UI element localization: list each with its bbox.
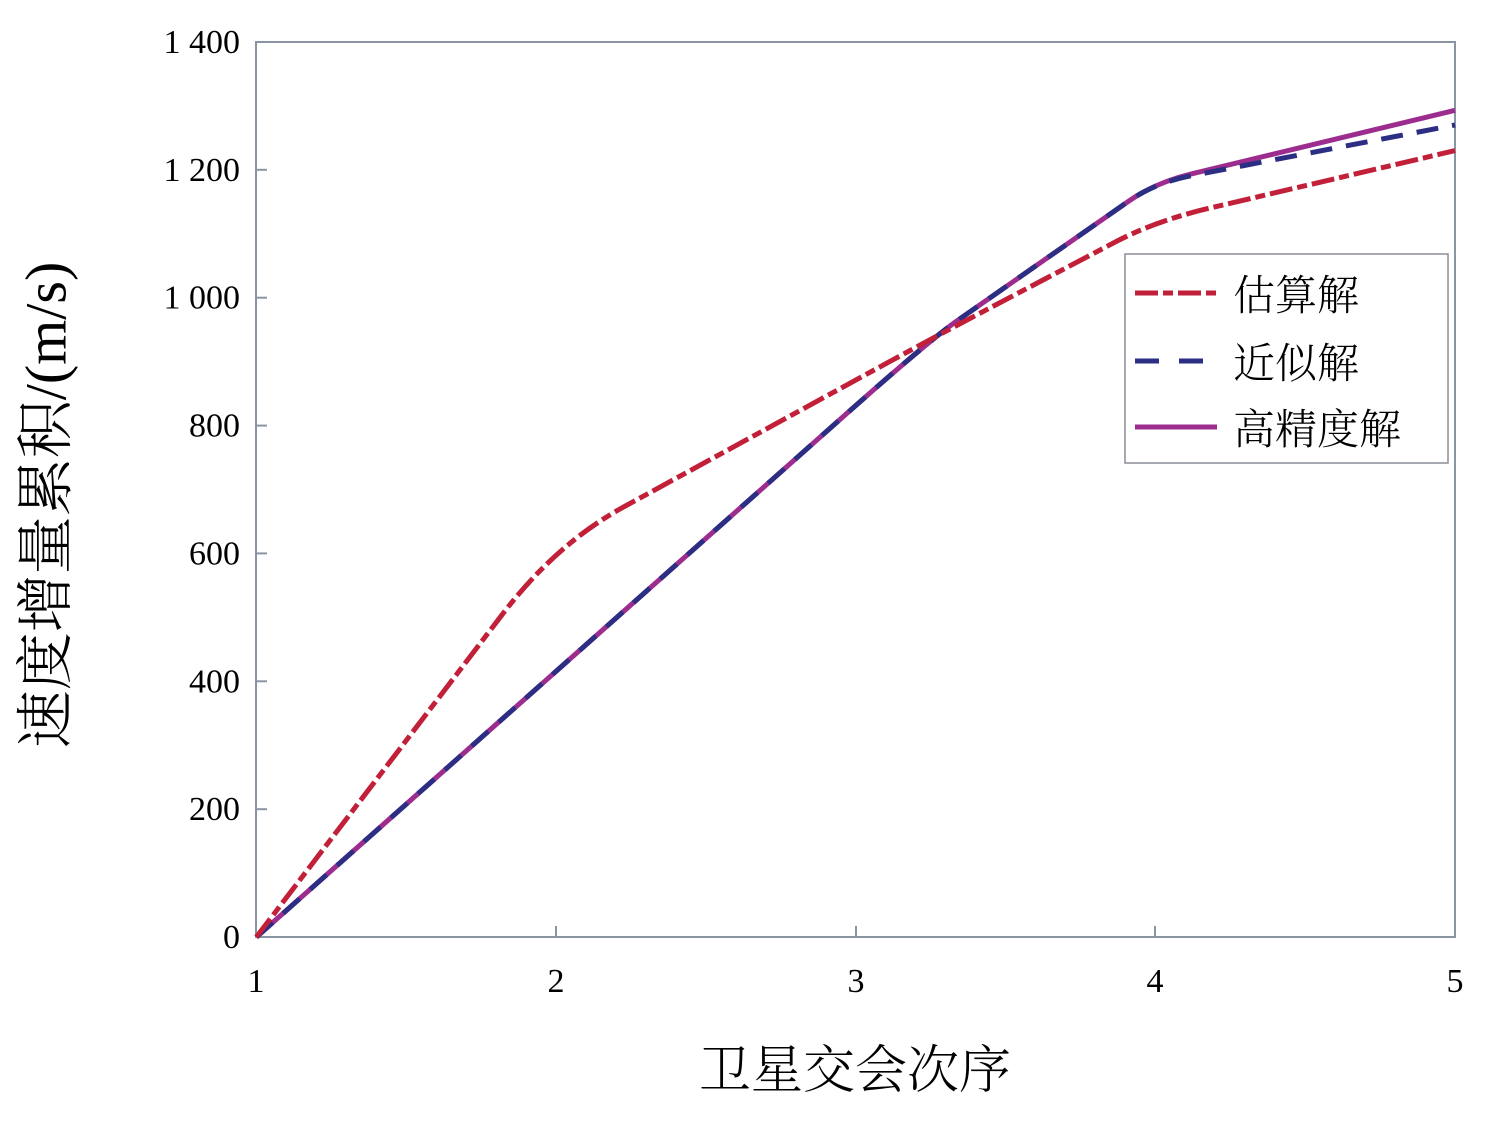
svg-text:400: 400 [189,663,240,700]
svg-text:1: 1 [248,963,265,1000]
svg-text:高精度解: 高精度解 [1233,407,1401,454]
svg-text:600: 600 [189,535,240,572]
svg-text:0: 0 [223,919,240,956]
svg-text:卫星交会次序: 卫星交会次序 [699,1043,1011,1100]
svg-text:4: 4 [1147,963,1164,1000]
svg-text:估算解: 估算解 [1233,274,1359,320]
svg-text:3: 3 [848,963,865,1000]
svg-text:2: 2 [548,963,565,1000]
svg-text:近似解: 近似解 [1233,342,1359,388]
svg-text:1 200: 1 200 [164,152,241,189]
svg-text:速度增量累积/(m/s): 速度增量累积/(m/s) [13,262,78,749]
svg-text:1 400: 1 400 [164,24,241,61]
svg-text:1 000: 1 000 [164,280,241,317]
svg-text:200: 200 [189,791,240,828]
svg-text:5: 5 [1447,963,1464,1000]
svg-text:800: 800 [189,408,240,445]
